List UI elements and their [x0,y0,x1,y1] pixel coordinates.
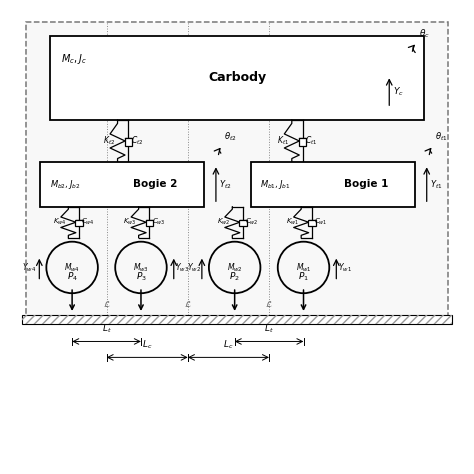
Text: $Y_c$: $Y_c$ [393,85,404,98]
Text: Bogie 2: Bogie 2 [133,179,177,189]
Text: $\theta_{t2}$: $\theta_{t2}$ [224,131,237,143]
Bar [308,220,316,226]
Text: $L_c$: $L_c$ [223,339,234,351]
Text: $K_{w3}$: $K_{w3}$ [123,217,137,228]
Text: $L_t$: $L_t$ [264,323,274,336]
Text: $Y_{w4}$: $Y_{w4}$ [22,261,36,273]
Text: $C_{w3}$: $C_{w3}$ [152,217,165,228]
Bar [146,220,153,226]
Text: Carbody: Carbody [208,71,266,84]
Text: $P_2$: $P_2$ [229,271,240,283]
Text: $M_{w4}$: $M_{w4}$ [64,261,80,273]
Text: $M_{w1}$: $M_{w1}$ [296,261,311,273]
Text: $\mathcal{L}$: $\mathcal{L}$ [184,299,192,309]
Text: $L_c$: $L_c$ [142,339,153,351]
Bar [21,315,453,324]
Text: $M_{b2}, J_{b2}$: $M_{b2}, J_{b2}$ [50,178,80,191]
Text: Bogie 1: Bogie 1 [344,179,388,189]
Text: $M_{w3}$: $M_{w3}$ [133,261,149,273]
Text: $C_{t1}$: $C_{t1}$ [305,135,317,147]
Text: $C_{w4}$: $C_{w4}$ [82,217,95,228]
Text: $P_3$: $P_3$ [136,271,146,283]
Text: $L_t$: $L_t$ [102,323,111,336]
Bar [299,137,306,146]
Text: $Y_{t2}$: $Y_{t2}$ [219,178,232,191]
Bar [125,137,132,146]
FancyBboxPatch shape [26,21,448,317]
Text: $P_1$: $P_1$ [298,271,309,283]
Bar [21,315,453,324]
Text: $Y_{t1}$: $Y_{t1}$ [430,178,443,191]
Text: $C_{w1}$: $C_{w1}$ [314,217,328,228]
Text: $\theta_c$: $\theta_c$ [419,28,430,40]
Bar [239,220,247,226]
Text: $\theta_{t1}$: $\theta_{t1}$ [435,131,448,143]
Text: $C_{t2}$: $C_{t2}$ [131,135,143,147]
Text: $K_{w1}$: $K_{w1}$ [286,217,299,228]
Text: $Y_{w1}$: $Y_{w1}$ [337,261,352,273]
Text: $Y_{w3}$: $Y_{w3}$ [175,261,189,273]
Text: $C_{w2}$: $C_{w2}$ [246,217,259,228]
Text: $K_{w4}$: $K_{w4}$ [53,217,66,228]
Text: $\mathcal{L}$: $\mathcal{L}$ [265,299,273,309]
FancyBboxPatch shape [251,162,415,207]
Text: $K_{w2}$: $K_{w2}$ [217,217,230,228]
Text: $\mathcal{L}$: $\mathcal{L}$ [102,299,110,309]
Text: $P_4$: $P_4$ [66,271,78,283]
Text: $K_{t1}$: $K_{t1}$ [277,135,290,147]
FancyBboxPatch shape [40,162,204,207]
Bar [75,220,83,226]
Text: $K_{t2}$: $K_{t2}$ [103,135,115,147]
FancyBboxPatch shape [50,36,424,120]
Text: $M_{w2}$: $M_{w2}$ [227,261,243,273]
Text: $M_{b1}, J_{b1}$: $M_{b1}, J_{b1}$ [260,178,291,191]
Text: $M_c, J_c$: $M_c, J_c$ [61,52,87,66]
Text: $Y_{w2}$: $Y_{w2}$ [187,261,201,273]
